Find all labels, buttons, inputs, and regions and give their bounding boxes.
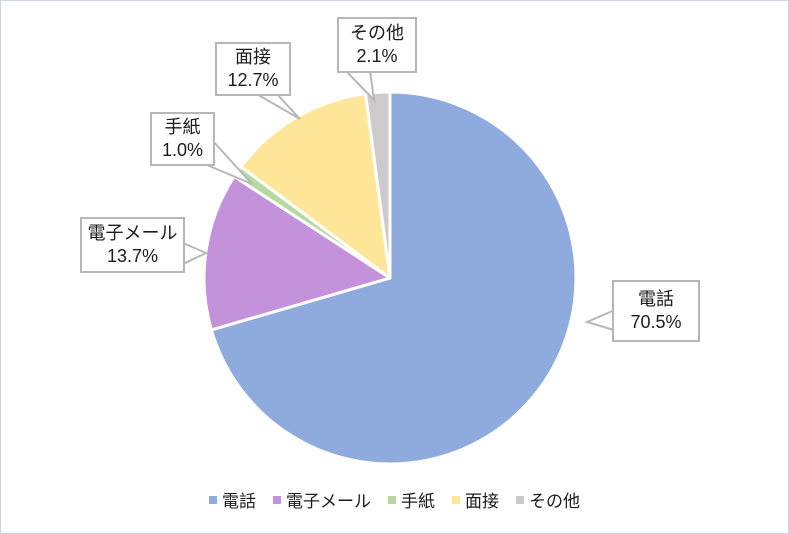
callout-pointer-email xyxy=(182,241,209,266)
legend-swatch-1 xyxy=(273,495,281,504)
pie-slice-1 xyxy=(202,174,392,332)
callout-sonota-label: その他 xyxy=(350,22,404,43)
callout-tegami: 手紙 1.0% xyxy=(150,112,215,166)
callout-pointers xyxy=(182,69,618,333)
callout-denwa-value: 70.5% xyxy=(630,312,682,332)
legend-item-4: その他 xyxy=(516,487,580,512)
callout-email-value: 13.7% xyxy=(106,246,159,266)
chart-legend: 電話 電子メール 手紙 面接 その他 xyxy=(0,487,789,512)
legend-item-2: 手紙 xyxy=(388,487,435,512)
callout-sonota: その他 2.1% xyxy=(337,17,417,73)
legend-swatch-3 xyxy=(452,495,460,504)
callout-mensetsu: 面接 12.7% xyxy=(215,42,291,96)
callout-email-label: 電子メール xyxy=(87,222,178,243)
legend-swatch-4 xyxy=(516,495,524,504)
legend-swatch-0 xyxy=(209,495,217,504)
callout-denwa-label: 電話 xyxy=(638,288,674,309)
legend-item-3: 面接 xyxy=(452,487,499,512)
callout-email: 電子メール 13.7% xyxy=(80,217,185,273)
callout-sonota-value: 2.1% xyxy=(356,46,398,66)
legend-label-4: その他 xyxy=(529,492,580,511)
pie-slice-0 xyxy=(209,90,578,466)
callout-mensetsu-label: 面接 xyxy=(235,46,271,67)
legend-item-1: 電子メール xyxy=(273,487,371,512)
callout-tegami-value: 1.0% xyxy=(161,140,204,160)
pie-slices xyxy=(202,90,578,466)
callout-tegami-label: 手紙 xyxy=(164,116,201,137)
legend-label-1: 電子メール xyxy=(286,492,371,511)
callout-pointer-mensetsu xyxy=(251,92,301,120)
legend-item-0: 電話 xyxy=(209,487,256,512)
callout-denwa: 電話 70.5% xyxy=(612,280,700,342)
legend-label-0: 電話 xyxy=(222,492,256,511)
pie-slice-4 xyxy=(364,90,392,280)
legend-label-2: 手紙 xyxy=(401,492,435,511)
callout-mensetsu-value: 12.7% xyxy=(227,70,279,90)
legend-swatch-2 xyxy=(388,495,396,504)
legend-label-3: 面接 xyxy=(465,492,499,511)
